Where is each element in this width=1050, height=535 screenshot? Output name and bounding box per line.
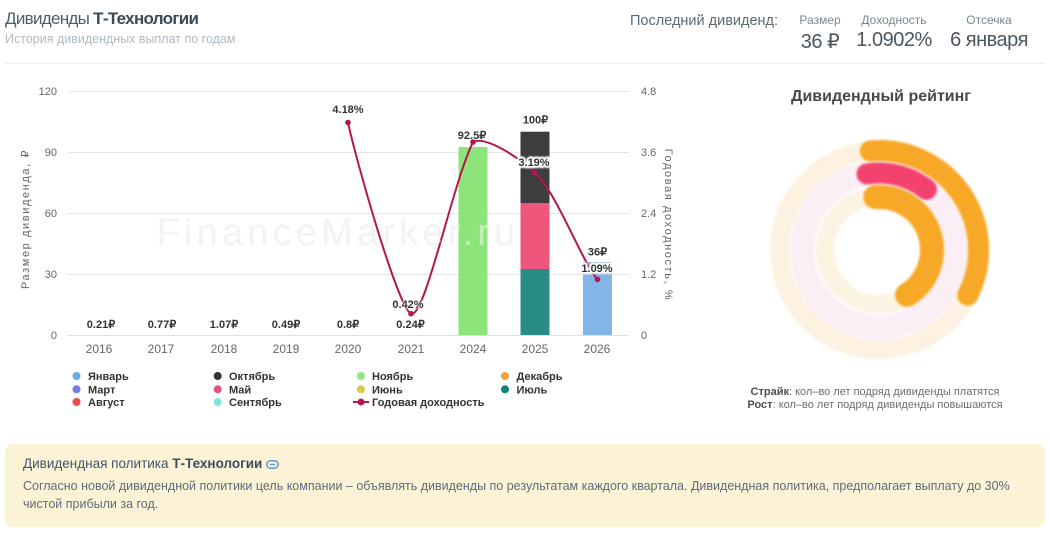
svg-text:0.42%: 0.42%: [392, 299, 423, 311]
svg-text:Сентябрь: Сентябрь: [229, 397, 282, 409]
svg-text:Ноябрь: Ноябрь: [372, 371, 413, 383]
svg-text:0.8₽: 0.8₽: [337, 319, 359, 331]
svg-text:0: 0: [51, 330, 57, 342]
svg-text:Июнь: Июнь: [372, 384, 403, 396]
svg-text:4.8: 4.8: [641, 86, 656, 98]
svg-text:2024: 2024: [460, 342, 487, 356]
svg-text:0.21₽: 0.21₽: [87, 319, 115, 331]
svg-text:0.24₽: 0.24₽: [396, 319, 424, 331]
svg-text:Размер дивиденда, ₽: Размер дивиденда, ₽: [20, 149, 32, 289]
svg-text:2016: 2016: [86, 342, 113, 356]
svg-text:Годовая доходность, %: Годовая доходность, %: [662, 149, 674, 302]
svg-text:1.09%: 1.09%: [581, 263, 612, 275]
svg-text:Июль: Июль: [517, 384, 548, 396]
svg-text:4.18%: 4.18%: [332, 104, 363, 116]
svg-text:1.07₽: 1.07₽: [210, 319, 238, 331]
svg-text:2025: 2025: [522, 342, 549, 356]
svg-text:Октябрь: Октябрь: [229, 371, 275, 383]
svg-text:Август: Август: [88, 397, 125, 409]
svg-text:Годовая доходность: Годовая доходность: [372, 397, 485, 409]
svg-text:Декабрь: Декабрь: [517, 371, 563, 383]
svg-text:2019: 2019: [273, 342, 300, 356]
svg-text:90: 90: [45, 147, 57, 159]
svg-text:FinanceMarker.ru: FinanceMarker.ru: [157, 212, 520, 254]
svg-text:Январь: Январь: [88, 371, 129, 383]
svg-text:2020: 2020: [335, 342, 362, 356]
svg-text:0.77₽: 0.77₽: [148, 319, 176, 331]
svg-text:2021: 2021: [398, 342, 425, 356]
svg-text:Март: Март: [88, 384, 116, 396]
svg-text:36₽: 36₽: [588, 247, 607, 259]
svg-text:2017: 2017: [148, 342, 175, 356]
svg-text:30: 30: [45, 269, 57, 281]
svg-text:60: 60: [45, 208, 57, 220]
svg-text:92.5₽: 92.5₽: [458, 130, 486, 142]
svg-text:1.2: 1.2: [641, 269, 656, 281]
svg-text:3.19%: 3.19%: [518, 157, 549, 169]
svg-text:0.49₽: 0.49₽: [272, 319, 300, 331]
svg-text:2.4: 2.4: [641, 208, 656, 220]
svg-text:3.6: 3.6: [641, 147, 656, 159]
svg-text:2026: 2026: [584, 342, 611, 356]
svg-text:0: 0: [641, 330, 647, 342]
svg-text:Май: Май: [229, 384, 251, 396]
svg-text:100₽: 100₽: [523, 115, 548, 127]
svg-text:2018: 2018: [211, 342, 238, 356]
svg-text:FinanceMarker.ru: FinanceMarker.ru: [157, 212, 520, 254]
svg-text:120: 120: [39, 86, 57, 98]
